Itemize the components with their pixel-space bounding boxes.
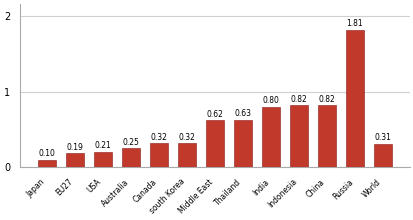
Bar	[233, 120, 252, 167]
Text: 0.32: 0.32	[178, 133, 195, 142]
Text: 0.82: 0.82	[290, 95, 306, 104]
Bar	[373, 144, 391, 167]
Text: 1.81: 1.81	[346, 20, 363, 28]
Bar	[121, 148, 140, 167]
Bar	[178, 143, 196, 167]
Text: 0.21: 0.21	[94, 141, 111, 150]
Bar	[66, 153, 84, 167]
Text: 0.25: 0.25	[122, 138, 139, 147]
Text: 0.10: 0.10	[38, 149, 55, 158]
Text: 0.63: 0.63	[234, 109, 251, 118]
Bar	[38, 160, 56, 167]
Text: 0.31: 0.31	[374, 133, 391, 142]
Text: 0.80: 0.80	[262, 96, 279, 105]
Text: 0.19: 0.19	[66, 143, 83, 152]
Bar	[261, 107, 280, 167]
Bar	[94, 152, 112, 167]
Bar	[317, 105, 335, 167]
Text: 0.62: 0.62	[206, 110, 223, 119]
Bar	[205, 120, 223, 167]
Bar	[345, 30, 363, 167]
Text: 0.82: 0.82	[318, 95, 335, 104]
Bar	[150, 143, 168, 167]
Text: 0.32: 0.32	[150, 133, 167, 142]
Bar	[289, 105, 307, 167]
